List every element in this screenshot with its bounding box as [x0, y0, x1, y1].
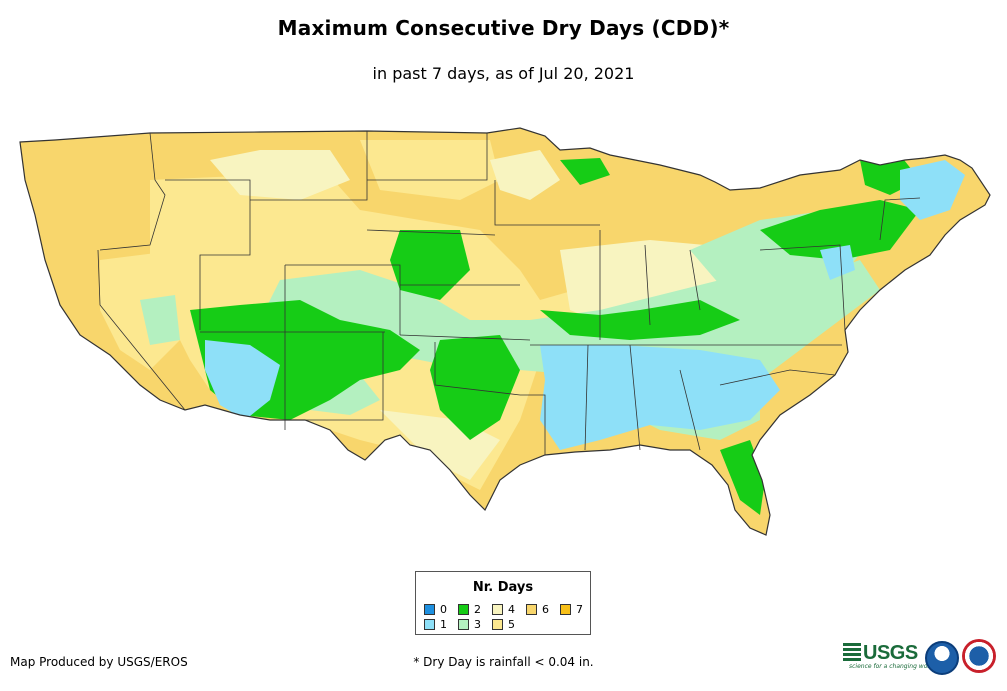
usgs-tagline: science for a changing world [849, 663, 936, 670]
nws-logo-icon [962, 639, 996, 673]
cdd-raster [20, 128, 990, 535]
border-mt-wy-sd [250, 131, 368, 201]
cdd-map [19, 127, 991, 536]
usgs-wave-icon [843, 643, 861, 661]
cdd-zone-2-days-nebraska [390, 230, 470, 300]
legend-item-6: 6 [526, 604, 549, 616]
legend-swatch-5 [492, 619, 503, 630]
legend-item-5: 5 [492, 619, 515, 631]
legend-swatch-1 [424, 619, 435, 630]
legend-swatch-6 [526, 604, 537, 615]
border-ks-ok [399, 334, 531, 341]
border-oh [689, 249, 701, 311]
cdd-zone-1-day-southeast [540, 345, 780, 450]
map-subtitle: in past 7 days, as of Jul 20, 2021 [372, 64, 635, 83]
legend-label-3: 3 [474, 618, 481, 631]
border-nc-sc [719, 369, 836, 386]
legend-swatch-0 [424, 604, 435, 615]
legend: Nr. Days 0 1 2 3 4 5 6 7 [415, 571, 591, 635]
legend-item-7: 7 [560, 604, 583, 616]
dry-day-footnote: * Dry Day is rainfall < 0.04 in. [413, 655, 594, 669]
legend-label-0: 0 [440, 603, 447, 616]
border-sd-ne [366, 229, 496, 236]
cdd-zone-4-days-montana [210, 150, 350, 200]
legend-label-2: 2 [474, 603, 481, 616]
map-title: Maximum Consecutive Dry Days (CDD)* [277, 16, 730, 40]
legend-swatch-2 [458, 604, 469, 615]
legend-label-7: 7 [576, 603, 583, 616]
border-ca-nv [97, 249, 186, 411]
state-boundaries [97, 131, 921, 455]
cdd-zone-1-day-arizona [205, 340, 280, 420]
legend-label-4: 4 [508, 603, 515, 616]
cdd-zone-2-days-kentucky [540, 300, 740, 340]
border-ok-tx [434, 342, 521, 396]
cdd-zone-2-days-texas-east [430, 335, 520, 440]
legend-swatch-7 [560, 604, 571, 615]
border-co [285, 264, 401, 335]
border-in [644, 244, 651, 326]
border-ny-ne [879, 197, 921, 241]
border-id-or [99, 132, 166, 251]
noaa-logo-icon [925, 641, 959, 675]
cdd-zone-3-days-nevada [140, 295, 180, 345]
cdd-zone-4-days-minnesota [490, 150, 560, 200]
border-la [520, 394, 546, 455]
legend-item-2: 2 [458, 604, 481, 616]
legend-title: Nr. Days [472, 580, 534, 595]
cdd-zone-1-day-mid-atlantic [820, 245, 855, 280]
legend-label-1: 1 [440, 618, 447, 631]
border-nd-sd [367, 133, 488, 181]
usgs-logo: USGS [843, 642, 918, 665]
cdd-zone-1-day-maine [900, 160, 965, 220]
legend-swatch-3 [458, 619, 469, 630]
legend-swatch-4 [492, 604, 503, 615]
legend-item-0: 0 [424, 604, 447, 616]
legend-item-1: 1 [424, 619, 447, 631]
legend-item-4: 4 [492, 604, 515, 616]
legend-item-3: 3 [458, 619, 481, 631]
border-id-mt-wy [165, 179, 251, 330]
cdd-zone-5-days-north [360, 140, 500, 200]
border-ga [679, 369, 701, 451]
border-nm-tx [300, 332, 384, 421]
map-credit: Map Produced by USGS/EROS [10, 655, 188, 669]
border-mn-ia [494, 180, 600, 226]
border-al [629, 344, 641, 451]
legend-label-5: 5 [508, 618, 515, 631]
cdd-zone-2-days-lake-superior [560, 158, 610, 185]
border-ms [584, 344, 589, 451]
border-pa-md [759, 244, 846, 331]
cdd-zone-2-days-pennsylvania [760, 200, 920, 260]
legend-label-6: 6 [542, 603, 549, 616]
usgs-logo-text: USGS [863, 642, 918, 664]
